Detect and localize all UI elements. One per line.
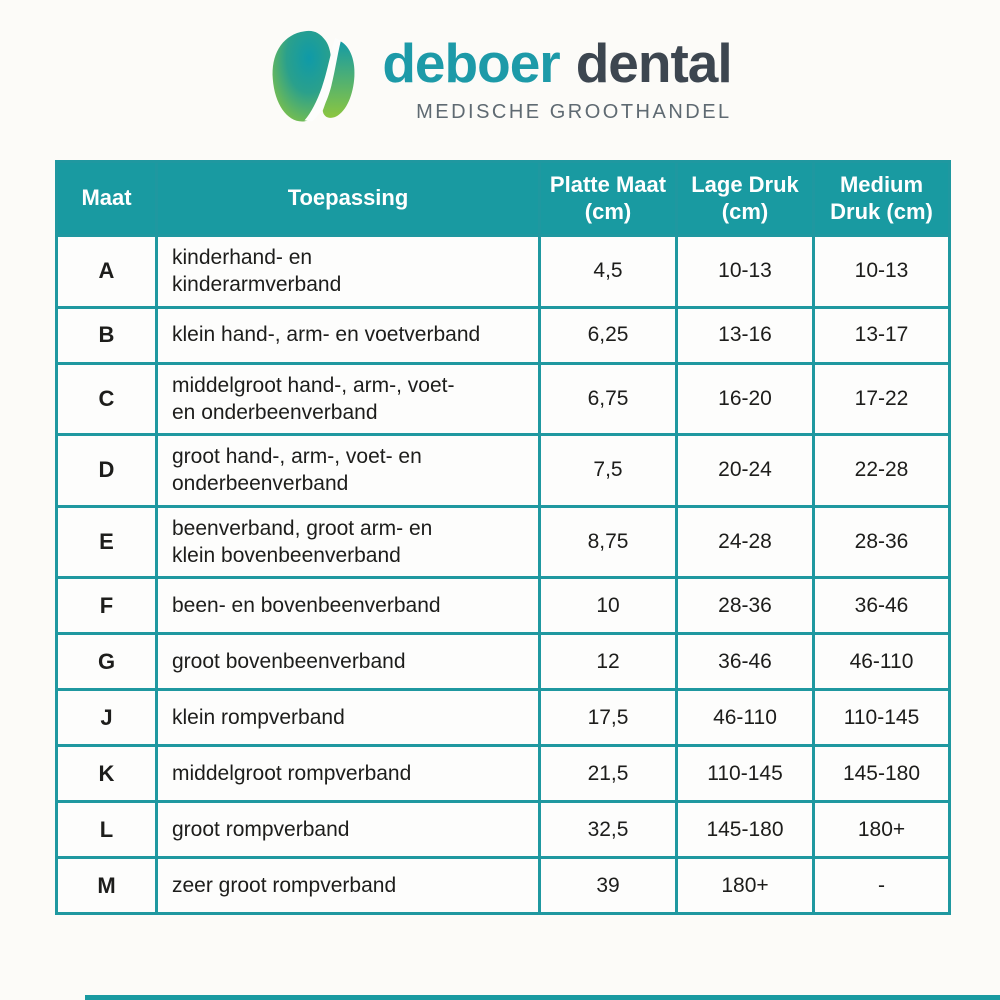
cell-lage-druk: 24-28 [675,504,815,580]
cell-platte-maat: 10 [538,576,678,636]
cell-platte-maat: 32,5 [538,800,678,860]
cell-medium-druk: 46-110 [812,632,951,692]
cell-medium-druk: 180+ [812,800,951,860]
cell-medium-druk: 13-17 [812,305,951,365]
cell-lage-druk: 28-36 [675,576,815,636]
column-header-platte-maat: Platte Maat (cm) [538,160,678,237]
cell-medium-druk: 110-145 [812,688,951,748]
cell-medium-druk: 36-46 [812,576,951,636]
cell-maat: J [55,688,158,748]
cell-maat: K [55,744,158,804]
cell-medium-druk: 10-13 [812,234,951,309]
cell-toepassing: klein rompverband [155,688,541,748]
size-chart-table: Maat Toepassing Platte Maat (cm) Lage Dr… [55,160,951,916]
cell-medium-druk: 17-22 [812,361,951,437]
table-row: L groot rompverband 32,5 145-180 180+ [55,800,951,860]
cell-maat: E [55,504,158,580]
column-header-maat: Maat [55,160,158,237]
cell-platte-maat: 17,5 [538,688,678,748]
table-row: G groot bovenbeenverband 12 36-46 46-110 [55,632,951,692]
cell-lage-druk: 20-24 [675,433,815,508]
cell-toepassing: been- en bovenbeenverband [155,576,541,636]
cell-toepassing: klein hand-, arm- en voetverband [155,305,541,365]
cell-platte-maat: 6,75 [538,361,678,437]
cell-lage-druk: 16-20 [675,361,815,437]
column-header-lage-druk: Lage Druk (cm) [675,160,815,237]
cell-maat: L [55,800,158,860]
cell-toepassing: zeer groot rompverband [155,856,541,916]
cell-maat: G [55,632,158,692]
cell-toepassing: groot rompverband [155,800,541,860]
table-row: F been- en bovenbeenverband 10 28-36 36-… [55,576,951,636]
size-table-header: Maat Toepassing Platte Maat (cm) Lage Dr… [55,160,951,237]
cell-medium-druk: - [812,856,951,916]
column-header-medium-druk: Medium Druk (cm) [812,160,951,237]
column-header-toepassing: Toepassing [155,160,541,237]
cell-lage-druk: 145-180 [675,800,815,860]
cell-platte-maat: 6,25 [538,305,678,365]
brand-text: deboer dental MEDISCHE GROOTHANDEL [382,28,733,124]
cell-lage-druk: 10-13 [675,234,815,309]
table-row: D groot hand-, arm-, voet- en onderbeenv… [55,433,951,508]
size-table-body: A kinderhand- en kinderarmverband 4,5 10… [55,234,951,916]
cell-toepassing: groot bovenbeenverband [155,632,541,692]
cell-lage-druk: 13-16 [675,305,815,365]
cell-lage-druk: 36-46 [675,632,815,692]
header-row: Maat Toepassing Platte Maat (cm) Lage Dr… [55,160,951,237]
cell-platte-maat: 39 [538,856,678,916]
cell-maat: M [55,856,158,916]
cell-toepassing: beenverband, groot arm- en klein bovenbe… [155,504,541,580]
table-row: E beenverband, groot arm- en klein boven… [55,504,951,580]
cell-platte-maat: 7,5 [538,433,678,508]
cell-toepassing: kinderhand- en kinderarmverband [155,234,541,309]
cell-medium-druk: 28-36 [812,504,951,580]
cell-maat: B [55,305,158,365]
cell-lage-druk: 46-110 [675,688,815,748]
cell-maat: C [55,361,158,437]
table-row: B klein hand-, arm- en voetverband 6,25 … [55,305,951,365]
table-row: K middelgroot rompverband 21,5 110-145 1… [55,744,951,804]
brand-logo: deboer dental MEDISCHE GROOTHANDEL [0,28,1000,134]
cell-maat: D [55,433,158,508]
cell-medium-druk: 145-180 [812,744,951,804]
bottom-accent-bar [85,995,1000,1000]
brand-tagline: MEDISCHE GROOTHANDEL [416,101,732,123]
table-row: C middelgroot hand-, arm-, voet- en onde… [55,361,951,437]
cell-maat: F [55,576,158,636]
brand-name: deboer dental [382,32,733,94]
cell-platte-maat: 4,5 [538,234,678,309]
tooth-icon [272,30,355,122]
table-row: A kinderhand- en kinderarmverband 4,5 10… [55,234,951,309]
cell-toepassing: middelgroot rompverband [155,744,541,804]
cell-platte-maat: 21,5 [538,744,678,804]
cell-lage-druk: 180+ [675,856,815,916]
brand-name-secondary: dental [575,32,733,94]
cell-lage-druk: 110-145 [675,744,815,804]
cell-maat: A [55,234,158,309]
table-row: M zeer groot rompverband 39 180+ - [55,856,951,916]
cell-platte-maat: 8,75 [538,504,678,580]
cell-toepassing: middelgroot hand-, arm-, voet- en onderb… [155,361,541,437]
table-row: J klein rompverband 17,5 46-110 110-145 [55,688,951,748]
cell-medium-druk: 22-28 [812,433,951,508]
cell-toepassing: groot hand-, arm-, voet- en onderbeenver… [155,433,541,508]
cell-platte-maat: 12 [538,632,678,692]
brand-name-primary: deboer [382,32,560,94]
